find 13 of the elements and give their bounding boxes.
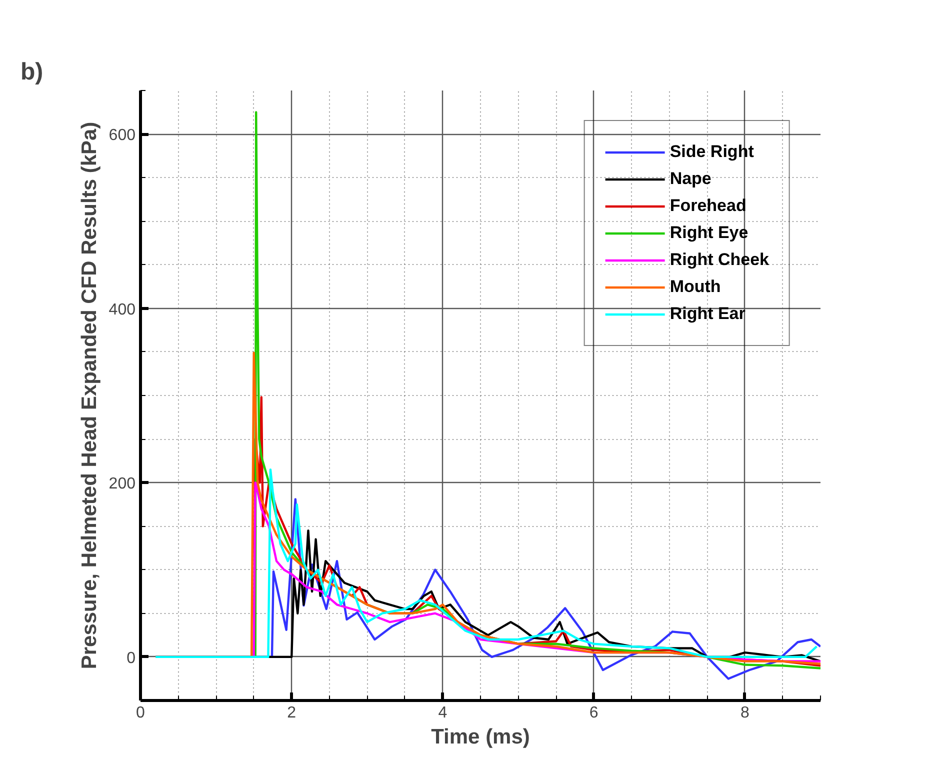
y-tick-label: 400 [108,301,136,318]
y-tick-label: 200 [108,476,136,493]
y-tick-label: 600 [108,127,136,144]
text: b) [20,58,44,86]
y-tick-label: 0 [126,650,136,667]
x-tick-label: 4 [438,704,448,722]
x-tick-label: 8 [740,704,750,722]
x-axis-title: Time (ms) [431,726,530,748]
x-tick-label: 2 [287,704,296,722]
legend-label: Mouth [670,276,721,298]
y-axis-title: Pressure, Helmeted Head Expanded CFD Results (kPa) [78,122,101,670]
legend-label: Nape [670,168,712,190]
x-tick-label: 6 [589,704,598,722]
